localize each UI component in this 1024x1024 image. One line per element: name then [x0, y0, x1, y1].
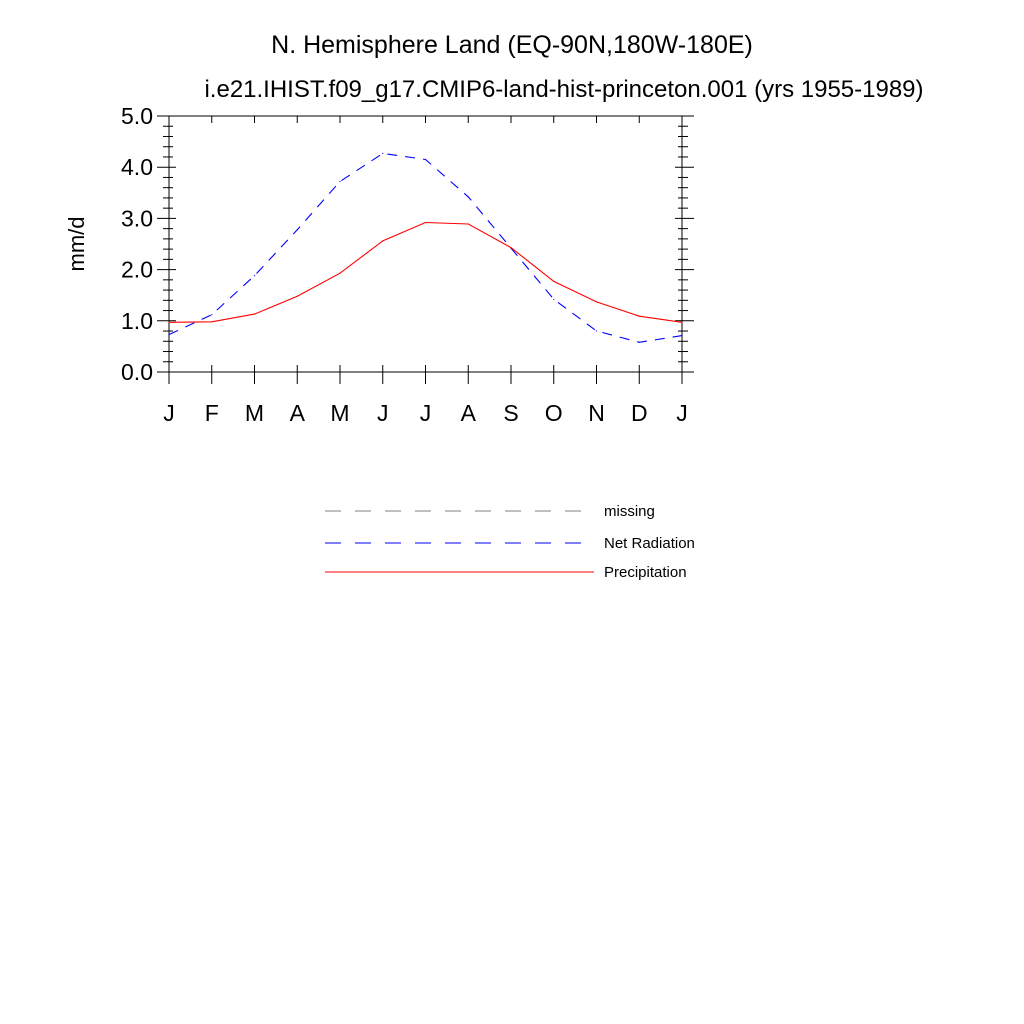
data-point	[296, 229, 298, 231]
x-tick-label: M	[245, 400, 264, 426]
y-axis-label: mm/d	[64, 217, 89, 272]
data-point	[553, 280, 555, 282]
y-tick-label: 1.0	[121, 308, 153, 334]
data-point	[339, 272, 341, 274]
data-point	[681, 335, 683, 337]
chart-subtitle: i.e21.IHIST.f09_g17.CMIP6-land-hist-prin…	[204, 76, 923, 103]
x-tick-label: S	[503, 400, 518, 426]
x-tick-label: O	[545, 400, 563, 426]
y-tick-label: 5.0	[121, 103, 153, 129]
x-tick-label: J	[377, 400, 389, 426]
x-tick-label: A	[461, 400, 477, 426]
x-tick-label: J	[420, 400, 432, 426]
x-tick-label: A	[290, 400, 306, 426]
legend-label-net-radiation: Net Radiation	[604, 535, 695, 552]
data-point	[467, 196, 469, 198]
chart-title: N. Hemisphere Land (EQ-90N,180W-180E)	[271, 31, 753, 59]
data-point	[595, 330, 598, 332]
data-point	[424, 221, 427, 224]
axis-ticks	[157, 115, 694, 384]
data-point	[467, 223, 469, 225]
x-tick-label: N	[588, 400, 605, 426]
data-point	[382, 152, 384, 154]
y-tick-label: 2.0	[121, 257, 153, 283]
y-tick-labels: 0.0 1.0 2.0 3.0 4.0 5.0	[121, 103, 153, 385]
series-line-precipitation	[168, 221, 683, 323]
x-tick-label: J	[163, 400, 175, 426]
series-layer	[168, 152, 683, 343]
series-line-net-radiation	[168, 152, 683, 343]
x-tick-label: D	[631, 400, 648, 426]
data-point	[382, 240, 384, 242]
legend-label-missing: missing	[604, 503, 655, 520]
data-point	[339, 180, 341, 183]
data-point	[296, 295, 298, 297]
data-point	[681, 321, 683, 323]
x-tick-label: M	[330, 400, 349, 426]
data-point	[638, 315, 640, 317]
y-tick-label: 0.0	[121, 359, 153, 385]
x-tick-label: J	[676, 400, 688, 426]
data-point	[638, 341, 640, 343]
data-point	[211, 321, 213, 323]
legend-label-precipitation: Precipitation	[604, 564, 687, 581]
y-tick-label: 3.0	[121, 205, 153, 231]
data-point	[553, 298, 555, 300]
data-point	[253, 275, 256, 277]
x-tick-label: F	[205, 400, 219, 426]
data-point	[211, 314, 213, 316]
y-tick-label: 4.0	[121, 154, 153, 180]
data-point	[424, 158, 427, 161]
legend: missing Net Radiation Precipitation	[325, 503, 695, 581]
data-point	[510, 246, 512, 249]
data-point	[253, 313, 256, 315]
data-point	[168, 334, 170, 336]
data-point	[168, 321, 170, 323]
data-point	[595, 301, 598, 303]
